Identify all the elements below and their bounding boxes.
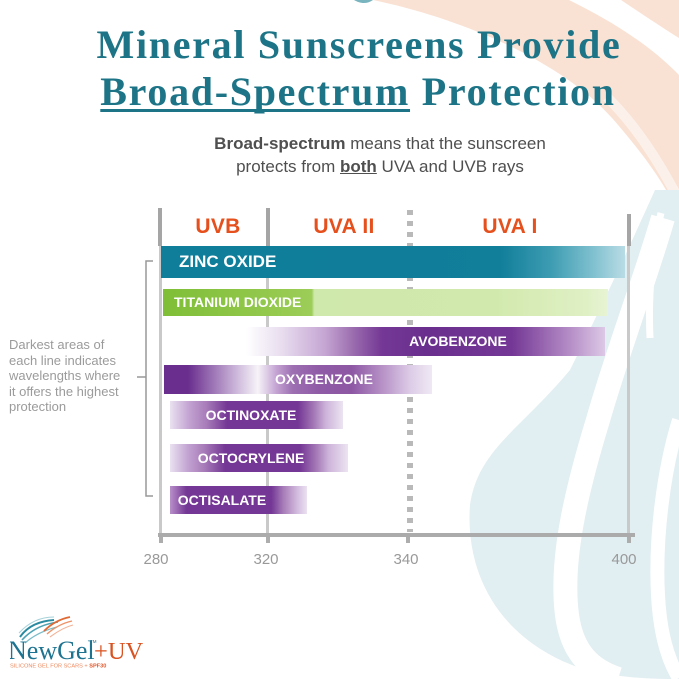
svg-text:SILICONE GEL FOR SCARS + SPF30: SILICONE GEL FOR SCARS + SPF30 (10, 664, 106, 670)
svg-text:NewGel: NewGel (10, 636, 95, 665)
svg-text:+UV: +UV (94, 638, 144, 665)
svg-text:TM: TM (90, 639, 97, 644)
